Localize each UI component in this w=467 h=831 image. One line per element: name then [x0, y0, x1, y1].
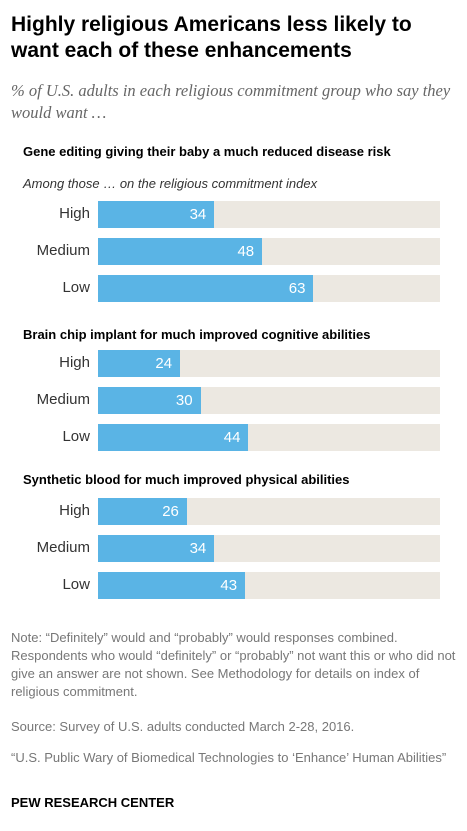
- group-note: Among those … on the religious commitmen…: [23, 176, 318, 191]
- bar-track: 24: [98, 350, 440, 377]
- bar-low: 44: [98, 424, 249, 451]
- bar-value-label: 44: [223, 429, 241, 446]
- bar-value-label: 34: [189, 206, 207, 223]
- bar-medium: 34: [98, 535, 215, 562]
- bar-track: 43: [98, 572, 440, 599]
- bar-track: 48: [98, 238, 440, 265]
- report-title: “U.S. Public Wary of Biomedical Technolo…: [11, 750, 447, 765]
- bar-value-label: 43: [220, 577, 238, 594]
- bar-track: 30: [98, 387, 440, 414]
- bar-high: 34: [98, 201, 215, 228]
- bar-track: 44: [98, 424, 440, 451]
- chart-source: Source: Survey of U.S. adults conducted …: [11, 719, 355, 734]
- bar-track: 63: [98, 275, 440, 302]
- bar-track: 26: [98, 498, 440, 525]
- bar-value-label: 34: [189, 540, 207, 557]
- bar-track: 34: [98, 535, 440, 562]
- row-label-high: High: [59, 502, 90, 519]
- bar-high: 24: [98, 350, 181, 377]
- panel-title-brain-chip: Brain chip implant for much improved cog…: [23, 327, 371, 342]
- row-label-medium: Medium: [36, 391, 90, 408]
- bar-value-label: 48: [237, 243, 255, 260]
- chart-title: Highly religious Americans less likely t…: [11, 13, 412, 62]
- chart-note: Note: “Definitely” would and “probably” …: [11, 630, 456, 699]
- bar-medium: 30: [98, 387, 201, 414]
- row-label-low: Low: [62, 428, 90, 445]
- row-label-high: High: [59, 354, 90, 371]
- row-label-high: High: [59, 205, 90, 222]
- panel-title-gene-editing: Gene editing giving their baby a much re…: [23, 144, 391, 159]
- row-label-low: Low: [62, 576, 90, 593]
- row-label-low: Low: [62, 279, 90, 296]
- bar-value-label: 63: [288, 280, 306, 297]
- bar-value-label: 24: [155, 355, 173, 372]
- bar-value-label: 26: [162, 503, 179, 520]
- row-label-medium: Medium: [36, 539, 90, 556]
- bar-low: 43: [98, 572, 246, 599]
- row-label-medium: Medium: [36, 242, 90, 259]
- bar-low: 63: [98, 275, 314, 302]
- brand-logo-text: PEW RESEARCH CENTER: [11, 795, 175, 810]
- bar-value-label: 30: [175, 392, 193, 409]
- bar-medium: 48: [98, 238, 263, 265]
- bar-track: 34: [98, 201, 440, 228]
- chart-subtitle: % of U.S. adults in each religious commi…: [11, 81, 451, 122]
- panel-title-synthetic-blood: Synthetic blood for much improved physic…: [23, 472, 350, 487]
- bar-high: 26: [98, 498, 187, 525]
